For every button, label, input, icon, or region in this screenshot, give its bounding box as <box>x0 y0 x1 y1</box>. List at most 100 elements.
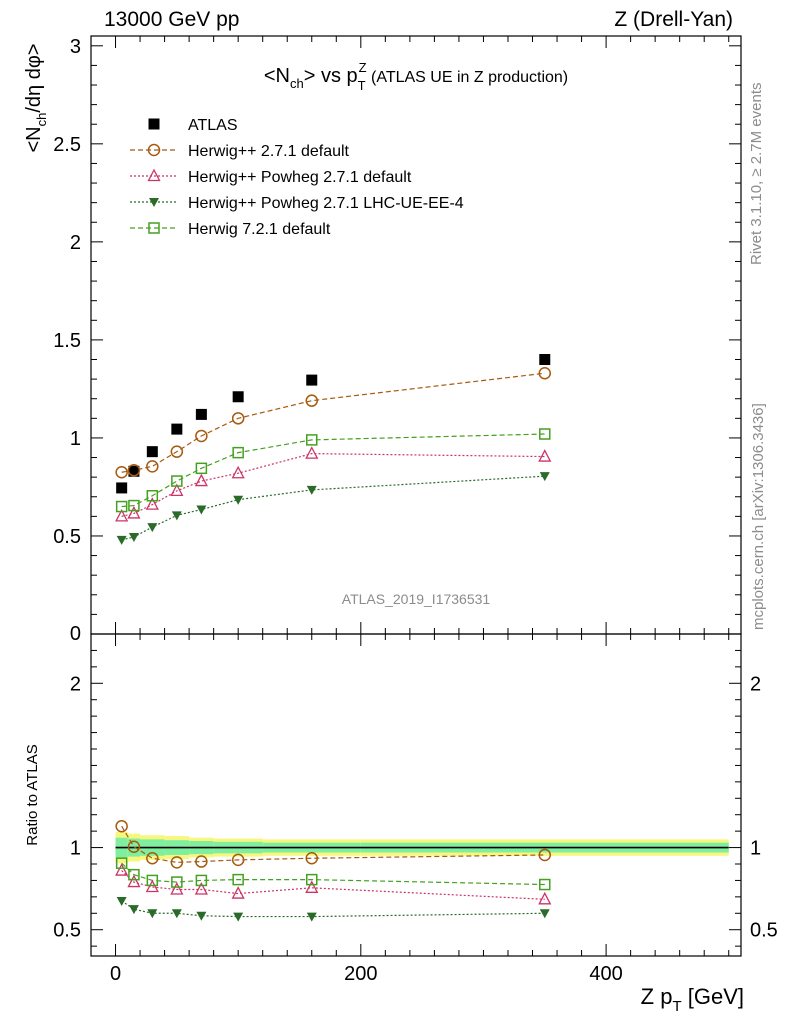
legend-marker <box>149 198 159 207</box>
ratio-data-point <box>194 882 208 895</box>
main-y-tick-label: 0.5 <box>53 526 81 548</box>
main-data-point <box>147 523 158 533</box>
ratio-ylabel: Ratio to ATLAS <box>24 744 41 845</box>
series-lines <box>121 372 545 918</box>
ratio-data-point <box>128 905 139 915</box>
title-sub-a: ch <box>290 76 304 91</box>
ratio-data-point <box>539 878 551 891</box>
ratio-data-point <box>306 873 318 886</box>
main-data-point <box>306 374 318 386</box>
main-data-point <box>539 428 551 440</box>
main-data-point <box>231 412 245 425</box>
legend-label: Herwig 7.2.1 default <box>188 221 331 238</box>
ratio-data-point <box>232 873 244 886</box>
ratio-data-point <box>195 855 208 868</box>
main-data-point <box>146 490 159 502</box>
rivet-label: Rivet 3.1.10, ≥ 2.7M events <box>748 83 765 266</box>
main-data-point <box>196 505 207 515</box>
chart-title: <Nch> vs pTZ (ATLAS UE in Z production) <box>264 60 568 93</box>
legend-label: Herwig++ Powheg 2.7.1 default <box>188 169 412 186</box>
main-data-point <box>233 495 244 505</box>
title-sub-b: T <box>358 78 366 93</box>
main-data-point <box>538 366 552 380</box>
main-data-point <box>195 429 208 443</box>
ratio-data-point <box>147 909 158 919</box>
ratio-data-point <box>538 891 552 905</box>
main-data-point <box>146 446 158 458</box>
main-data-point <box>145 497 159 510</box>
title-part-b: > vs p <box>304 65 358 87</box>
axis-ticks: 0.5 1 1.5 2 2.5 3 0 0.5 0.5 1 1 2 2 0 200 400 <box>53 36 778 985</box>
ratio-data-point <box>306 912 317 922</box>
ratio-data-point <box>171 909 182 919</box>
title-part-c: (ATLAS UE in Z production) <box>367 69 569 86</box>
ratio-y-tick-label-right: 1 <box>750 838 761 860</box>
legend-label: ATLAS <box>188 117 238 134</box>
main-data-point <box>538 449 552 462</box>
legend-marker <box>147 143 161 157</box>
series-markers <box>115 354 552 922</box>
main-data-point <box>306 434 318 446</box>
mcplots-label: mcplots.cern.ch [arXiv:1306.3436] <box>750 403 767 630</box>
main-data-point <box>232 446 244 459</box>
main-data-point <box>116 482 128 494</box>
legend-marker <box>148 222 160 234</box>
main-y-zero-label: 0 <box>70 623 81 645</box>
main-y-tick-label: 2.5 <box>53 134 81 156</box>
main-y-tick-label: 2 <box>70 232 81 254</box>
main-data-point <box>231 465 245 479</box>
main-data-point <box>539 354 551 366</box>
main-y-tick-label: 3 <box>70 36 81 58</box>
ratio-y-tick-label: 1 <box>70 838 81 860</box>
main-series-line <box>121 372 545 473</box>
main-data-point <box>128 465 140 477</box>
header-right: Z (Drell-Yan) <box>614 8 733 31</box>
main-data-point <box>128 532 139 542</box>
main-data-point <box>116 535 127 545</box>
ratio-data-point <box>538 848 552 862</box>
title-sup-b: Z <box>359 60 367 75</box>
main-data-point <box>146 460 159 473</box>
main-data-point <box>170 483 184 497</box>
ylabel-part-a: <N <box>23 126 45 152</box>
legend: ATLAS Herwig++ 2.7.1 default Herwig++ Powh… <box>130 117 464 238</box>
main-data-point <box>127 464 141 477</box>
main-data-point <box>539 472 550 482</box>
ratio-series-line <box>121 825 545 863</box>
main-data-point <box>171 475 183 487</box>
ratio-data-point <box>116 896 127 906</box>
ratio-y-tick-label: 0.5 <box>53 920 81 942</box>
main-data-point <box>170 445 184 458</box>
ratio-data-point <box>115 819 128 833</box>
ratio-uncertainty-band <box>115 831 729 864</box>
ratio-data-point <box>233 912 244 922</box>
title-part-a: <N <box>264 65 290 87</box>
ratio-panel-frame <box>90 633 742 957</box>
ratio-data-point <box>231 886 245 899</box>
main-y-tick-label: 1 <box>70 428 81 450</box>
main-data-point <box>195 462 208 475</box>
main-data-point <box>171 423 183 435</box>
main-data-point <box>128 499 140 512</box>
ratio-data-point <box>305 852 319 865</box>
main-data-point <box>232 391 244 403</box>
ratio-y-tick-label-right: 0.5 <box>750 920 778 942</box>
ratio-data-point <box>539 909 550 919</box>
ratio-data-point <box>115 863 129 876</box>
main-data-point <box>195 408 207 420</box>
main-series-line <box>121 475 545 541</box>
ratio-data-point <box>171 876 183 888</box>
ratio-data-point <box>145 879 159 893</box>
legend-label: Herwig++ 2.7.1 default <box>188 143 350 160</box>
main-data-point <box>115 508 129 522</box>
main-data-point <box>305 394 319 407</box>
x-tick-label: 0 <box>110 963 121 985</box>
ratio-y-tick-label-right: 2 <box>750 673 761 695</box>
header-left: 13000 GeV pp <box>104 8 239 31</box>
ratio-data-point <box>195 874 208 887</box>
ratio-data-point <box>115 857 128 869</box>
ratio-data-point <box>146 852 159 865</box>
main-data-point <box>115 465 128 479</box>
main-data-point <box>305 446 319 459</box>
